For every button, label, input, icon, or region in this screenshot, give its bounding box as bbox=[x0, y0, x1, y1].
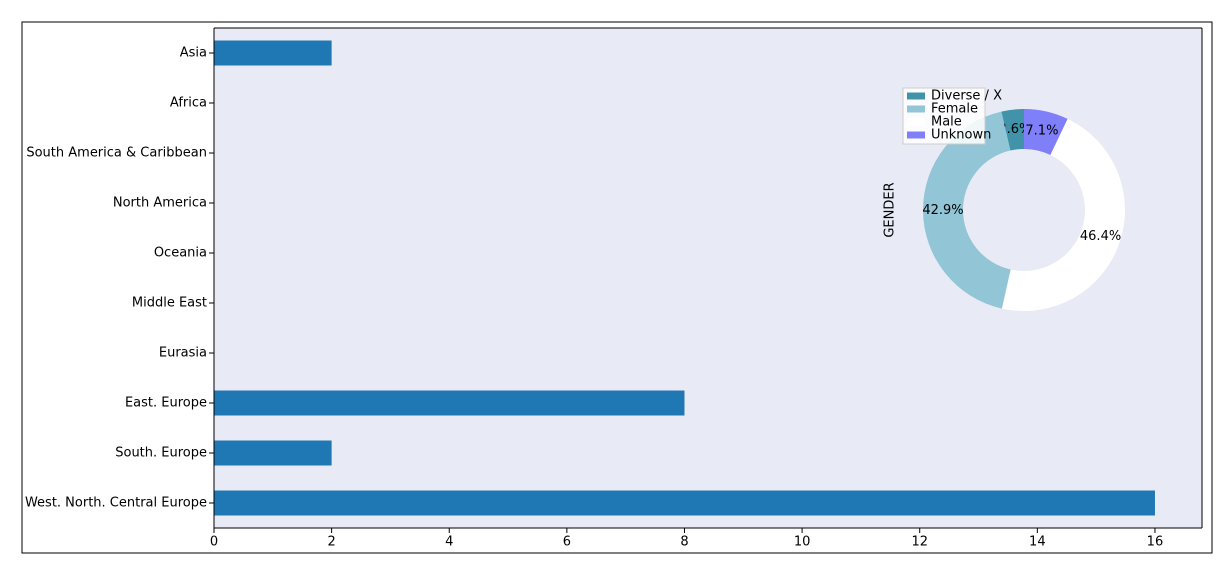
x-tick-label: 6 bbox=[563, 535, 571, 550]
y-tick-label: South America & Caribbean bbox=[26, 146, 207, 161]
pie-label: 3.6% bbox=[998, 122, 1031, 137]
x-tick-label: 10 bbox=[794, 535, 811, 550]
legend-swatch bbox=[907, 131, 925, 139]
y-tick-label: Middle East bbox=[132, 296, 207, 311]
y-tick-label: Oceania bbox=[154, 246, 207, 261]
bar bbox=[214, 40, 332, 66]
y-tick-label: Asia bbox=[180, 46, 207, 61]
y-tick-label: Eurasia bbox=[159, 346, 207, 361]
legend-swatch bbox=[907, 105, 925, 113]
legend-label: Unknown bbox=[931, 128, 991, 143]
pie-slice bbox=[1024, 109, 1068, 155]
pie-slice bbox=[922, 111, 1011, 309]
y-tick-label: South. Europe bbox=[115, 446, 207, 461]
x-tick-label: 14 bbox=[1029, 535, 1046, 550]
x-tick-label: 4 bbox=[445, 535, 453, 550]
x-tick-label: 2 bbox=[327, 535, 335, 550]
x-tick-label: 8 bbox=[680, 535, 688, 550]
x-tick-label: 16 bbox=[1147, 535, 1164, 550]
y-tick-label: East. Europe bbox=[125, 396, 207, 411]
pie-slice bbox=[1001, 118, 1125, 312]
y-tick-label: Africa bbox=[170, 96, 207, 111]
pie-label: 7.1% bbox=[1025, 124, 1058, 139]
y-axis-label: GENDER bbox=[883, 182, 898, 237]
pie-label: 42.9% bbox=[922, 203, 963, 218]
x-tick-label: 0 bbox=[210, 535, 218, 550]
legend-swatch bbox=[907, 118, 925, 126]
bar bbox=[214, 390, 685, 416]
y-tick-label: West. North. Central Europe bbox=[25, 496, 207, 511]
legend-label: Female bbox=[931, 102, 978, 117]
pie-label: 46.4% bbox=[1080, 229, 1121, 244]
y-tick-label: North America bbox=[113, 196, 207, 211]
legend-swatch bbox=[907, 92, 925, 100]
bar bbox=[214, 440, 332, 466]
bar bbox=[214, 490, 1155, 516]
pie-slice bbox=[1001, 109, 1024, 151]
x-tick-label: 12 bbox=[911, 535, 928, 550]
legend-label: Diverse / X bbox=[931, 89, 1002, 104]
legend-label: Male bbox=[931, 115, 962, 130]
